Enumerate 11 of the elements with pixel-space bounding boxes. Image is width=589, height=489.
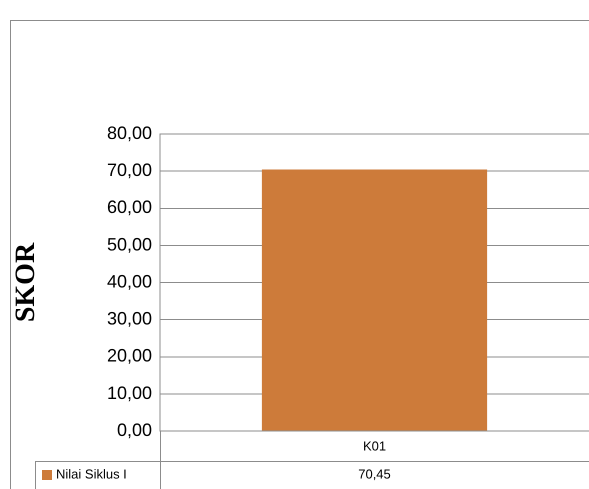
- y-tick-label: 70,00: [106, 160, 152, 180]
- y-tick-label: 80,00: [106, 122, 152, 143]
- y-tick-label: 50,00: [106, 234, 152, 254]
- y-tick-label: 10,00: [106, 382, 152, 403]
- y-axis-title: SKOR: [10, 242, 42, 322]
- y-tick-label: 60,00: [106, 197, 152, 218]
- y-tick-label: 0,00: [116, 420, 152, 440]
- y-tick-label: 30,00: [106, 308, 152, 329]
- x-tick-label: K01: [362, 438, 386, 454]
- y-tick-label: 20,00: [106, 346, 152, 366]
- y-tick-label: 40,00: [106, 271, 152, 292]
